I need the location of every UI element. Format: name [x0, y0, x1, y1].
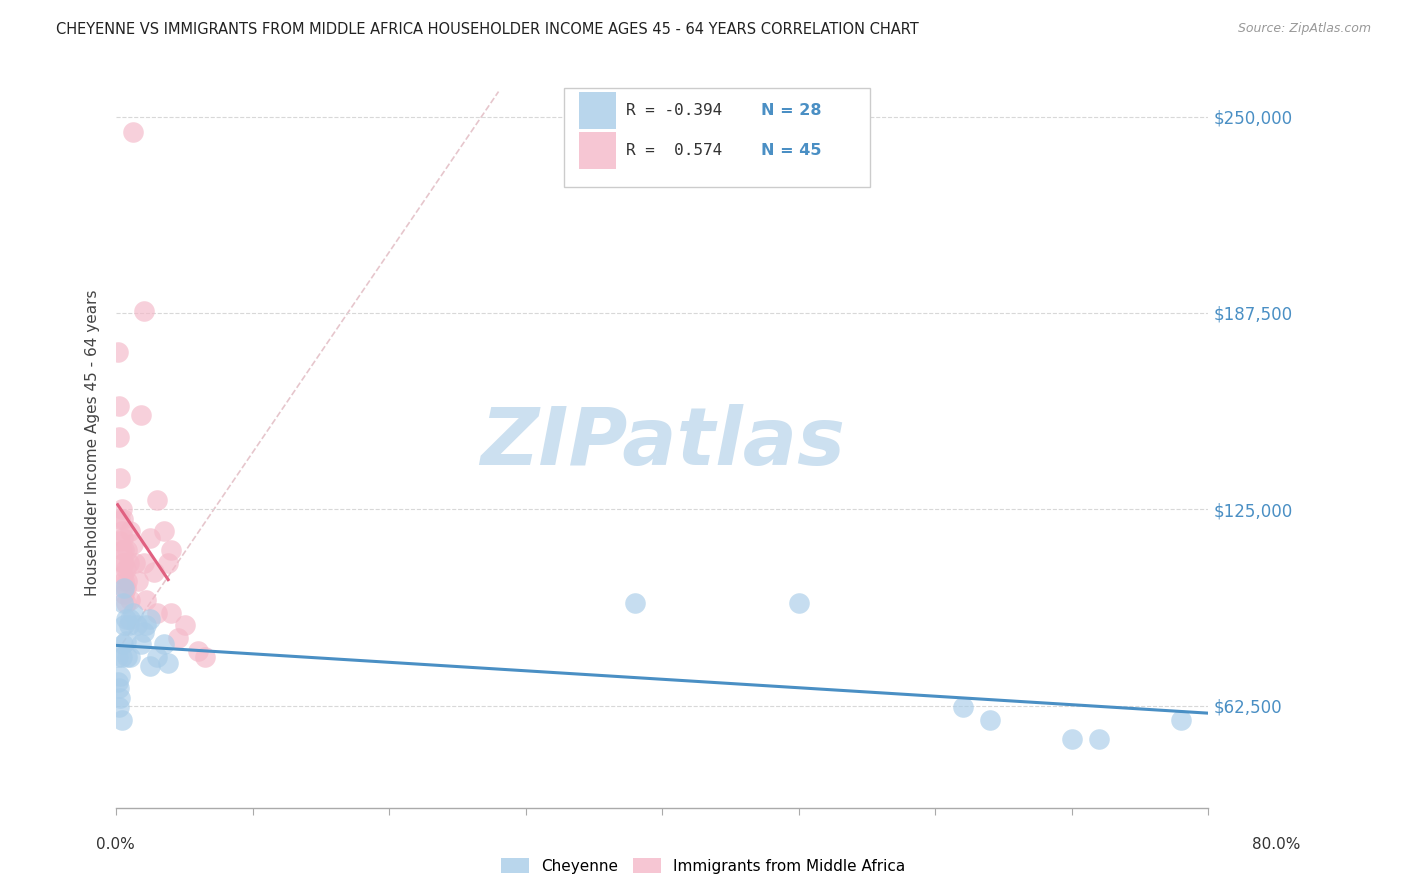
Point	[110, 533, 132, 548]
Point	[160, 543, 183, 558]
Point	[107, 345, 129, 359]
Text: Source: ZipAtlas.com: Source: ZipAtlas.com	[1237, 22, 1371, 36]
Point	[153, 524, 176, 539]
Point	[108, 430, 131, 444]
Point	[114, 587, 136, 601]
Point	[114, 581, 136, 595]
Legend: Cheyenne, Immigrants from Middle Africa: Cheyenne, Immigrants from Middle Africa	[495, 852, 911, 880]
Point	[132, 304, 155, 318]
Point	[115, 574, 138, 589]
Point	[114, 634, 136, 648]
Point	[114, 581, 136, 595]
Point	[157, 656, 180, 670]
Text: N = 45: N = 45	[761, 143, 821, 158]
Point	[114, 612, 136, 626]
Point	[146, 606, 169, 620]
Point	[111, 649, 134, 664]
Point	[157, 556, 180, 570]
Point	[114, 597, 136, 611]
Point	[110, 690, 132, 705]
Point	[125, 618, 148, 632]
Point	[118, 649, 141, 664]
Y-axis label: Householder Income Ages 45 - 64 years: Householder Income Ages 45 - 64 years	[86, 289, 100, 596]
Text: 80.0%: 80.0%	[1253, 837, 1301, 852]
Point	[127, 574, 149, 589]
Point	[118, 593, 141, 607]
Point	[118, 524, 141, 539]
Point	[110, 471, 132, 485]
Text: N = 28: N = 28	[761, 103, 821, 118]
Point	[108, 700, 131, 714]
Point	[112, 597, 135, 611]
Point	[115, 543, 138, 558]
Point	[114, 618, 136, 632]
Point	[112, 637, 135, 651]
Point	[143, 565, 166, 579]
Point	[146, 492, 169, 507]
Point	[979, 713, 1001, 727]
Point	[1088, 731, 1111, 746]
Point	[107, 675, 129, 690]
Point	[160, 606, 183, 620]
Text: R = -0.394: R = -0.394	[626, 103, 723, 118]
Point	[114, 562, 136, 576]
Point	[124, 556, 146, 570]
Point	[132, 624, 155, 639]
FancyBboxPatch shape	[579, 92, 616, 129]
Point	[624, 597, 647, 611]
Point	[111, 543, 134, 558]
Text: ZIPatlas: ZIPatlas	[479, 403, 845, 482]
Point	[118, 612, 141, 626]
Point	[187, 643, 209, 657]
Point	[1170, 713, 1192, 727]
Point	[117, 556, 139, 570]
Point	[112, 556, 135, 570]
Point	[121, 606, 143, 620]
Text: CHEYENNE VS IMMIGRANTS FROM MIDDLE AFRICA HOUSEHOLDER INCOME AGES 45 - 64 YEARS : CHEYENNE VS IMMIGRANTS FROM MIDDLE AFRIC…	[56, 22, 920, 37]
Point	[139, 612, 162, 626]
Point	[111, 502, 134, 516]
Point	[112, 568, 135, 582]
Point	[111, 713, 134, 727]
Point	[107, 649, 129, 664]
Point	[117, 618, 139, 632]
Point	[121, 125, 143, 139]
Point	[1060, 731, 1083, 746]
Point	[110, 669, 132, 683]
Point	[115, 649, 138, 664]
Point	[135, 618, 157, 632]
Point	[787, 597, 810, 611]
Point	[108, 399, 131, 413]
FancyBboxPatch shape	[564, 88, 870, 187]
Point	[111, 524, 134, 539]
Point	[112, 531, 135, 545]
Point	[132, 556, 155, 570]
Point	[166, 631, 188, 645]
Point	[139, 659, 162, 673]
Point	[112, 511, 135, 525]
Point	[952, 700, 974, 714]
Point	[135, 593, 157, 607]
Point	[121, 537, 143, 551]
Point	[153, 637, 176, 651]
Point	[110, 511, 132, 525]
Text: R =  0.574: R = 0.574	[626, 143, 723, 158]
Point	[139, 531, 162, 545]
Point	[194, 649, 217, 664]
FancyBboxPatch shape	[579, 132, 616, 169]
Text: 0.0%: 0.0%	[96, 837, 135, 852]
Point	[114, 543, 136, 558]
Point	[146, 649, 169, 664]
Point	[108, 681, 131, 696]
Point	[129, 637, 152, 651]
Point	[173, 618, 195, 632]
Point	[114, 574, 136, 589]
Point	[129, 408, 152, 422]
Point	[114, 556, 136, 570]
